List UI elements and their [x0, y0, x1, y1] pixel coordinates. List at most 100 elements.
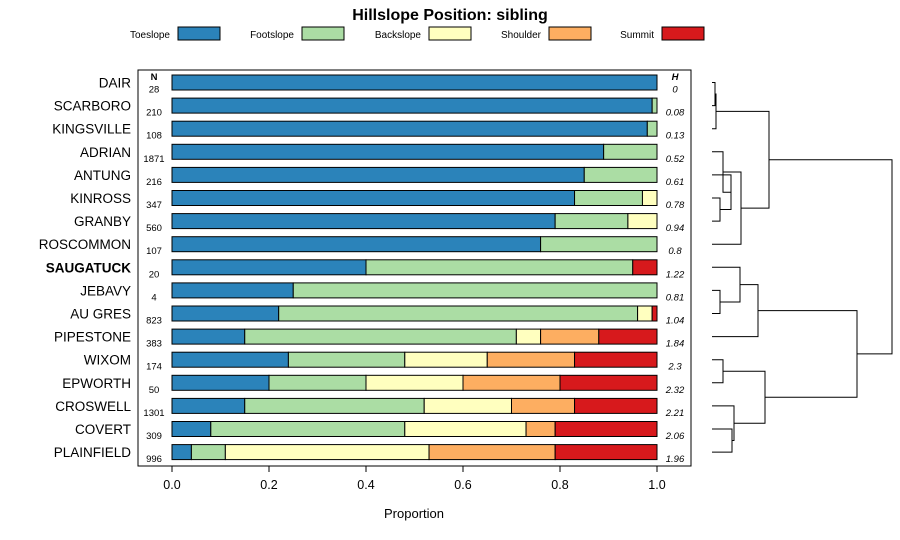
bar-segment: [171, 328, 246, 345]
legend-label: Footslope: [250, 30, 294, 41]
n-value: 560: [146, 223, 162, 234]
h-value: 0.78: [666, 200, 685, 211]
row-label: GRANBY: [74, 214, 131, 229]
row-label: PLAINFIELD: [54, 445, 132, 460]
bar-segment: [171, 143, 605, 160]
row-label: JEBAVY: [80, 283, 131, 298]
bar-segment: [574, 190, 643, 206]
h-value: 0.81: [666, 292, 685, 303]
n-value: 28: [149, 85, 160, 96]
bar-segment: [171, 213, 556, 230]
dendrogram-branch: [712, 82, 716, 107]
bar-segment: [627, 213, 658, 230]
h-value: 1.04: [666, 316, 685, 327]
bar-segment: [244, 397, 425, 414]
x-axis-label: Proportion: [384, 506, 444, 521]
chart-row: WIXOM 174 2.3: [84, 351, 682, 373]
h-value: 1.84: [666, 339, 685, 350]
bar-segment: [244, 328, 517, 345]
x-tick-label: 0.0: [163, 478, 180, 492]
chart-row: SAUGATUCK 20 1.22: [46, 259, 685, 280]
dendrogram-branch: [712, 171, 742, 245]
n-value: 309: [146, 431, 162, 442]
bar-segment: [554, 421, 658, 437]
dendrogram-branch: [712, 359, 724, 384]
legend-swatch: [428, 26, 472, 41]
n-value: 108: [146, 131, 162, 142]
bar-segment: [540, 236, 658, 253]
bar-segment: [190, 444, 226, 461]
dendrogram-branch: [712, 428, 733, 453]
dendrogram-branch: [712, 284, 759, 338]
h-value: 0.8: [668, 246, 682, 257]
bar-segment: [423, 397, 513, 414]
bar-segment: [637, 305, 653, 322]
chart-row: ANTUNG 216 0.61: [74, 166, 684, 188]
chart-row: JEBAVY 4 0.81: [80, 282, 685, 303]
x-tick-label: 0.4: [357, 478, 374, 492]
legend-swatch: [548, 26, 592, 41]
bar-segment: [171, 397, 246, 414]
bar-segment: [583, 166, 658, 183]
chart-row: KINROSS 347 0.78: [70, 190, 685, 211]
legend-swatch: [301, 26, 345, 41]
h-value: 0.08: [666, 108, 685, 119]
legend-swatch: [661, 26, 705, 41]
bar-segment: [171, 120, 648, 137]
row-label: SAUGATUCK: [46, 260, 131, 275]
bar-segment: [171, 351, 289, 368]
chart-row: AU GRES 823 1.04: [70, 305, 685, 327]
row-label: COVERT: [75, 422, 131, 437]
bar-segment: [404, 351, 488, 368]
chart-row: DAIR 28 0: [99, 74, 678, 96]
x-axis: 0.0 0.2 0.4 0.6 0.8 1.0: [163, 466, 666, 492]
legend-label: Shoulder: [501, 30, 542, 41]
n-value: 50: [149, 385, 160, 396]
h-value: 2.3: [667, 362, 682, 373]
bar-segment: [171, 444, 192, 461]
row-label: EPWORTH: [62, 376, 131, 391]
bar-segment: [462, 374, 561, 391]
bar-segment: [171, 374, 270, 391]
legend-label: Backslope: [375, 30, 422, 41]
legend: Toeslope Footslope Backslope Shoulder Summit: [130, 26, 705, 41]
bar-segment: [511, 397, 576, 414]
dendrogram-branch: [712, 289, 721, 314]
h-value: 0.13: [666, 131, 685, 142]
dendrogram-branch: [712, 405, 735, 442]
bar-segment: [646, 120, 658, 137]
x-tick-label: 0.6: [454, 478, 471, 492]
h-value: 1.22: [666, 269, 685, 280]
x-tick-label: 0.8: [551, 478, 568, 492]
n-value: 823: [146, 316, 162, 327]
bar-segment: [603, 143, 658, 160]
row-label: DAIR: [99, 76, 132, 91]
dendrogram: [712, 82, 893, 453]
chart-row: COVERT 309 2.06: [75, 421, 685, 442]
chart-row: GRANBY 560 0.94: [74, 213, 684, 234]
n-value: 4: [151, 292, 156, 303]
h-header: H: [672, 72, 680, 83]
chart-row: PIPESTONE 383 1.84: [54, 328, 685, 350]
row-label: KINGSVILLE: [52, 122, 131, 137]
dendrogram-branch: [712, 197, 721, 222]
bar-segment: [515, 328, 542, 345]
n-value: 210: [146, 108, 162, 119]
legend-label: Toeslope: [130, 30, 170, 41]
n-header: N: [151, 72, 158, 83]
chart-row: SCARBORO 210 0.08: [54, 97, 685, 119]
bar-segment: [404, 421, 527, 437]
bar-segment: [171, 259, 367, 276]
legend-swatch: [177, 26, 221, 41]
bar-segment: [171, 305, 280, 322]
row-label: AU GRES: [70, 307, 131, 322]
bar-segment: [268, 374, 367, 391]
n-value: 20: [149, 269, 160, 280]
dendrogram-branch: [769, 159, 893, 355]
bar-segment: [559, 374, 658, 391]
bar-segment: [171, 190, 576, 206]
bar-segment: [171, 166, 585, 183]
bar-segment: [287, 351, 406, 368]
bar-segment: [171, 74, 658, 91]
bar-segment: [365, 259, 634, 276]
